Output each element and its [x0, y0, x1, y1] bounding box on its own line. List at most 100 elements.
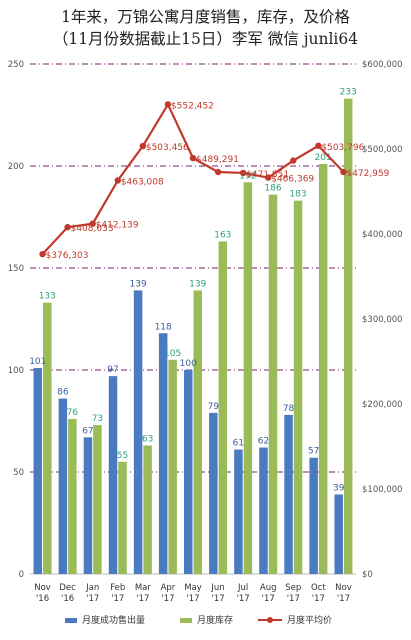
y-left-tick-label: 100	[8, 366, 24, 376]
y-right-tick-label: $400,000	[362, 230, 403, 240]
bar-sales	[334, 494, 343, 574]
y-right-tick-label: $0	[362, 570, 373, 580]
bar-inventory	[343, 98, 353, 575]
x-tick-label: May	[184, 583, 202, 593]
bar-inventory-label: 186	[264, 184, 281, 194]
y-left-tick-label: 250	[8, 60, 24, 70]
bar-sales	[309, 457, 318, 574]
x-tick-label: '17	[237, 594, 250, 604]
bar-inventory-label: 73	[92, 414, 103, 424]
legend-label-sales: 月度成功售出量	[82, 614, 145, 626]
bar-sales-label: 67	[82, 426, 93, 436]
y-right-tick-label: $100,000	[362, 485, 403, 495]
bar-inventory	[68, 418, 77, 574]
x-tick-label: Sep	[285, 583, 301, 593]
price-label: $412,139	[96, 221, 139, 231]
y-left-tick-label: 200	[8, 162, 24, 172]
y-right-tick-label: $200,000	[362, 400, 403, 410]
price-point	[214, 168, 222, 176]
x-tick-label: '17	[86, 594, 99, 604]
bar-inventory	[268, 194, 278, 574]
price-point	[340, 168, 347, 176]
price-point	[290, 157, 297, 164]
y-right-tick-label: $500,000	[362, 145, 403, 155]
price-label: $408,033	[71, 224, 114, 234]
bar-sales	[284, 414, 293, 574]
price-point	[89, 220, 96, 227]
bar-inventory	[193, 290, 202, 574]
legend-swatch-price-point	[267, 617, 273, 623]
bar-inventory	[168, 359, 177, 574]
bar-inventory	[218, 241, 228, 575]
price-label: $376,303	[46, 251, 89, 261]
bar-sales-label: 139	[130, 279, 147, 289]
bar-inventory-label: 163	[214, 230, 231, 240]
price-label: $503,456	[146, 143, 189, 153]
x-tick-label: Apr	[161, 583, 176, 593]
x-tick-label: Oct	[311, 583, 326, 593]
legend-label-price: 月度平均价	[287, 614, 332, 626]
price-point	[64, 223, 71, 231]
bar-sales-label: 118	[155, 322, 172, 332]
bar-sales-label: 61	[233, 439, 244, 449]
bar-inventory	[43, 302, 52, 574]
price-label: $489,291	[196, 155, 239, 165]
legend-swatch-inventory	[180, 618, 192, 623]
legend-label-inventory: 月度库存	[197, 614, 233, 626]
bar-sales-label: 86	[57, 388, 69, 398]
bar-sales	[58, 398, 68, 574]
price-point	[114, 177, 121, 184]
bar-inventory	[318, 163, 328, 574]
bar-sales	[133, 290, 143, 574]
bar-sales-label: 57	[308, 447, 319, 457]
bar-inventory-label: 55	[117, 451, 128, 461]
bar-inventory	[293, 200, 303, 574]
chart-title-line-1: 1年来，万锦公寓月度销售，库存，及价格	[61, 8, 350, 26]
x-tick-label: Jun	[210, 583, 224, 593]
bar-inventory-label: 183	[289, 190, 306, 200]
y-left-tick-label: 0	[19, 570, 24, 580]
price-label: $472,959	[346, 169, 389, 179]
x-tick-label: '17	[136, 594, 149, 604]
bar-inventory-label: 63	[142, 434, 153, 444]
price-point	[315, 142, 322, 149]
bar-inventory-label: 201	[315, 153, 332, 163]
x-tick-label: Mar	[135, 583, 152, 593]
x-tick-label: '17	[312, 594, 325, 604]
x-tick-label: Jul	[237, 583, 248, 593]
bar-inventory-label: 76	[67, 408, 79, 418]
price-point	[189, 154, 197, 162]
x-tick-label: Nov	[34, 583, 51, 593]
x-tick-label: Nov	[335, 583, 352, 593]
x-tick-label: '17	[337, 594, 350, 604]
bar-inventory-label: 233	[340, 88, 357, 98]
bar-sales-label: 97	[107, 365, 118, 375]
price-point	[39, 250, 46, 258]
x-tick-label: '17	[161, 594, 174, 604]
x-tick-label: Jan	[85, 583, 99, 593]
bar-sales-label: 79	[208, 402, 220, 412]
x-tick-label: '17	[262, 594, 275, 604]
bar-sales-label: 78	[283, 404, 295, 414]
price-label: $552,452	[171, 101, 214, 111]
x-tick-label: '16	[61, 594, 74, 604]
x-tick-label: Feb	[110, 583, 125, 593]
x-tick-label: '17	[186, 594, 199, 604]
y-left-tick-label: 150	[8, 264, 24, 274]
y-right-tick-label: $300,000	[362, 315, 403, 325]
bar-inventory	[143, 445, 152, 574]
y-left-tick-label: 50	[13, 468, 24, 478]
chart-title-line-2: （11月份数据截止15日）李军 微信 junli64	[52, 30, 359, 48]
bar-inventory	[93, 425, 102, 574]
bar-sales	[184, 370, 193, 574]
bar-sales	[234, 449, 243, 574]
price-point	[265, 174, 272, 181]
y-right-tick-label: $600,000	[362, 60, 403, 70]
price-label: $503,796	[321, 143, 364, 153]
bar-sales	[33, 367, 43, 574]
bar-sales-label: 100	[180, 359, 197, 369]
price-point	[239, 169, 247, 177]
bar-inventory	[118, 461, 127, 574]
